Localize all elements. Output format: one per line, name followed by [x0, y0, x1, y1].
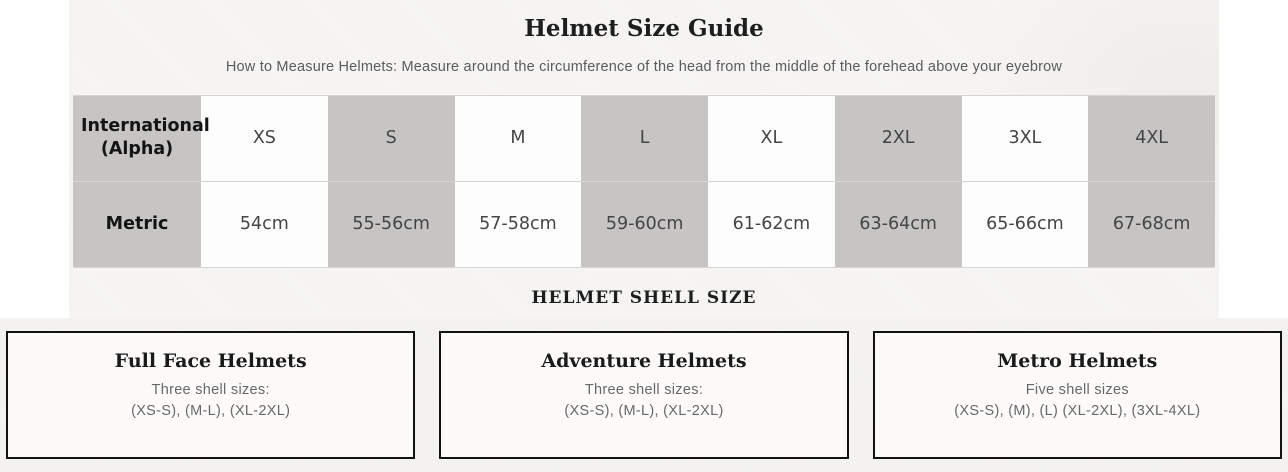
size-guide-panel: Helmet Size Guide How to Measure Helmets… [69, 0, 1219, 318]
shell-card-title: Adventure Helmets [541, 350, 747, 372]
shell-cards-band: Full Face Helmets Three shell sizes: (XS… [0, 318, 1288, 472]
size-table: International (Alpha) XS S M L XL 2XL 3X… [73, 94, 1215, 268]
metric-cell-55-56: 55-56cm [327, 180, 455, 268]
page-title: Helmet Size Guide [524, 15, 764, 42]
size-cell-m: M [454, 94, 582, 182]
metric-cell-67-68: 67-68cm [1088, 180, 1215, 268]
metric-cell-63-64: 63-64cm [834, 180, 962, 268]
shell-card-sizes-list: (XS-S), (M-L), (XL-2XL) [131, 403, 291, 419]
shell-card-sizes-count: Three shell sizes: [584, 382, 704, 398]
table-row-international: International (Alpha) XS S M L XL 2XL 3X… [73, 94, 1215, 182]
size-cell-xl: XL [708, 94, 835, 182]
shell-card-sizes-list: (XS-S), (M), (L) (XL-2XL), (3XL-4XL) [954, 403, 1201, 419]
size-cell-l: L [581, 94, 708, 182]
metric-cell-65-66: 65-66cm [961, 180, 1089, 268]
shell-card-title: Full Face Helmets [114, 350, 307, 372]
metric-cell-57-58: 57-58cm [454, 180, 582, 268]
metric-cell-59-60: 59-60cm [581, 180, 708, 268]
measure-instructions: How to Measure Helmets: Measure around t… [225, 58, 1063, 75]
row-header-metric: Metric [73, 180, 201, 268]
size-cell-xs: XS [201, 94, 328, 182]
metric-cell-54: 54cm [201, 180, 328, 268]
row-header-international-alpha: International (Alpha) [73, 94, 210, 182]
size-cell-3xl: 3XL [961, 94, 1089, 182]
table-row-metric: Metric 54cm 55-56cm 57-58cm 59-60cm 61-6… [73, 180, 1215, 268]
size-cell-s: S [327, 94, 455, 182]
shell-card-full-face: Full Face Helmets Three shell sizes: (XS… [6, 331, 416, 459]
size-cell-2xl: 2XL [834, 94, 962, 182]
shell-card-sizes-count: Five shell sizes [1025, 382, 1129, 398]
shell-card-adventure: Adventure Helmets Three shell sizes: (XS… [439, 331, 849, 459]
metric-cell-61-62: 61-62cm [708, 180, 835, 268]
shell-card-metro: Metro Helmets Five shell sizes (XS-S), (… [872, 331, 1282, 459]
shell-card-sizes-list: (XS-S), (M-L), (XL-2XL) [564, 403, 724, 419]
shell-size-heading: HELMET SHELL SIZE [531, 287, 757, 308]
size-cell-4xl: 4XL [1088, 94, 1215, 182]
shell-card-title: Metro Helmets [997, 350, 1158, 372]
shell-card-sizes-count: Three shell sizes: [151, 382, 270, 398]
